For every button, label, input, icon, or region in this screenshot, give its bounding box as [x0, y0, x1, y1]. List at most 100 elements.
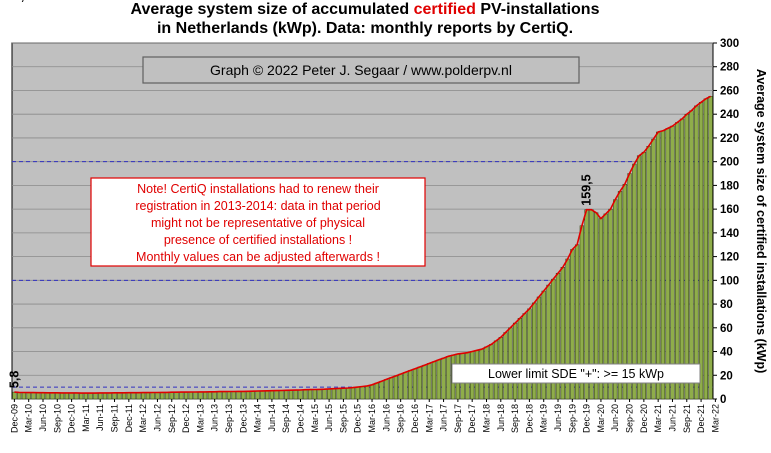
- lower-limit-text: Lower limit SDE "+": >= 15 kWp: [488, 367, 664, 381]
- y-axis-ticks: 0 20 40 60 80 100 120 140 160 180 200 220 240 260 280 3…: [713, 38, 739, 406]
- x-tick-label: Jun-19: [553, 404, 563, 432]
- bar: [69, 392, 74, 400]
- bar: [202, 391, 208, 400]
- note-box: Note! CertiQ installations had to renew …: [90, 177, 426, 267]
- bar: [422, 364, 427, 400]
- x-tick-label: Dec-17: [467, 404, 477, 433]
- bar: [36, 392, 41, 400]
- copyright-text: Graph © 2022 Peter J. Segaar / www.polde…: [210, 62, 512, 78]
- x-tick-label: Mar-10: [24, 404, 34, 433]
- bar: [341, 387, 346, 400]
- x-tick-label: Sep-10: [52, 404, 62, 433]
- data-label: 5,8: [7, 371, 21, 388]
- bar: [279, 390, 284, 400]
- x-tick-label: Mar-16: [367, 404, 377, 433]
- y-axis-label: Average system size of certified install…: [754, 69, 768, 374]
- bar: [174, 391, 179, 400]
- bar: [288, 389, 294, 400]
- bar: [93, 392, 98, 400]
- bar: [17, 392, 22, 400]
- bar: [384, 379, 389, 400]
- bar: [360, 386, 365, 400]
- x-tick-label: Jun-20: [610, 404, 620, 432]
- y-tick-label: 120: [720, 252, 739, 264]
- bar: [264, 390, 270, 400]
- bar: [107, 392, 112, 400]
- x-tick-label: Jun-16: [381, 404, 391, 432]
- bar: [646, 145, 651, 400]
- bar: [155, 392, 160, 400]
- bar: [212, 391, 217, 400]
- bar: [369, 384, 375, 400]
- chart-title: Average system size of accumulated certi…: [0, 0, 730, 38]
- x-tick-label: Sep-13: [224, 404, 234, 433]
- bar: [431, 361, 437, 400]
- x-tick-label: Sep-18: [510, 404, 520, 433]
- note-line-2: registration in 2013-2014: data in that …: [135, 199, 380, 213]
- bar: [303, 389, 308, 400]
- bar: [427, 363, 432, 400]
- bar: [188, 391, 193, 400]
- bar: [522, 313, 527, 400]
- bar: [40, 392, 46, 400]
- bar: [21, 392, 27, 400]
- x-tick-label: Jun-13: [210, 404, 220, 432]
- bar: [121, 392, 127, 400]
- bar: [346, 387, 351, 400]
- y-tick-label: 220: [720, 133, 739, 145]
- bar: [355, 386, 360, 400]
- bar: [74, 392, 79, 400]
- bar: [217, 391, 222, 400]
- bar: [284, 390, 289, 400]
- x-tick-label: Dec-14: [296, 404, 306, 433]
- bar: [436, 359, 441, 400]
- y-tick-label: 20: [720, 370, 733, 382]
- x-tick-label: Dec-21: [696, 404, 706, 433]
- bar: [703, 98, 708, 400]
- bar: [670, 125, 675, 400]
- x-tick-label: Mar-15: [310, 404, 320, 433]
- bar: [517, 318, 523, 400]
- y-tick-label: 140: [720, 228, 739, 240]
- x-tick-label: Mar-20: [596, 404, 606, 433]
- bar: [331, 388, 337, 400]
- x-tick-label: Sep-12: [167, 404, 177, 433]
- bar: [102, 392, 108, 400]
- bar: [660, 130, 666, 400]
- x-tick-label: Dec-13: [238, 404, 248, 433]
- bar: [527, 308, 532, 400]
- bar: [536, 296, 542, 400]
- bar: [636, 155, 642, 400]
- bar: [117, 392, 122, 400]
- y-tick-label: 180: [720, 180, 739, 192]
- x-tick-label: Jun-18: [496, 404, 506, 432]
- x-tick-label: Dec-18: [524, 404, 534, 433]
- x-tick-label: Dec-20: [639, 404, 649, 433]
- bar: [64, 392, 69, 400]
- x-axis-ticks: Dec-09 Mar-10 Jun-10 Sep-10 Dec-10 Mar-11 Jun-…: [9, 399, 720, 433]
- bar: [83, 392, 89, 400]
- bar: [136, 392, 141, 400]
- x-tick-label: Jun-21: [668, 404, 678, 432]
- y-tick-label: 0: [720, 394, 726, 406]
- bar: [403, 372, 408, 400]
- x-tick-label: Dec-11: [124, 404, 134, 432]
- bar: [694, 105, 699, 400]
- bar: [169, 391, 174, 400]
- bar: [675, 122, 680, 400]
- y-tick-label: 40: [720, 347, 733, 359]
- x-tick-label: Jun-11: [95, 404, 105, 431]
- bar: [26, 392, 31, 400]
- bar: [250, 390, 255, 400]
- bar: [50, 392, 55, 400]
- x-tick-label: Jun-17: [439, 404, 449, 432]
- bar: [59, 392, 65, 400]
- bar: [326, 388, 332, 400]
- x-tick-label: Sep-17: [453, 404, 463, 433]
- y-tick-label: 280: [720, 62, 739, 74]
- bar: [641, 151, 646, 400]
- bar: [160, 392, 165, 400]
- bar: [241, 391, 246, 400]
- bar: [446, 356, 451, 400]
